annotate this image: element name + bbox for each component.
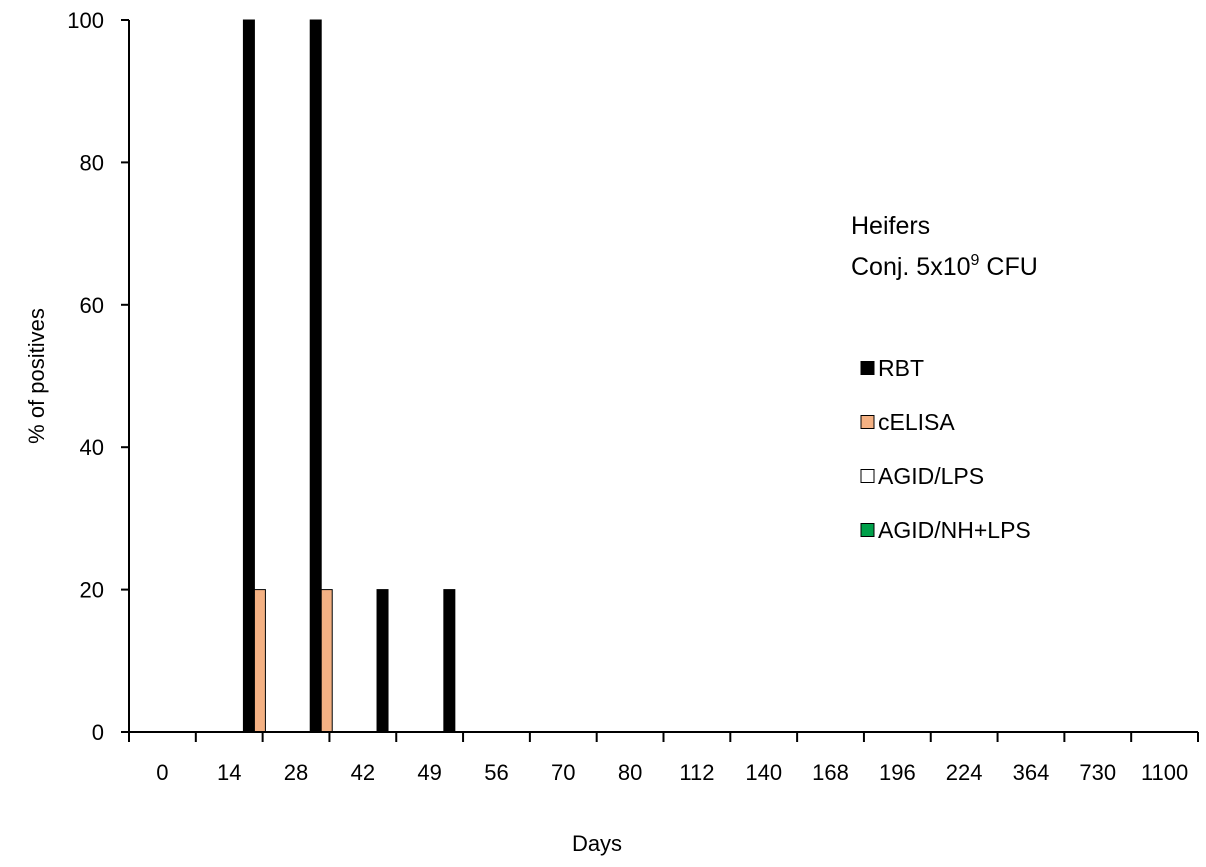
x-tick-label-70: 70 bbox=[551, 760, 575, 785]
legend: RBT cELISA AGID/LPS AGID/NH+LPS bbox=[860, 355, 1031, 543]
y-tick-label-60: 60 bbox=[80, 293, 104, 318]
x-tick-label-80: 80 bbox=[618, 760, 642, 785]
bar-rbt-28 bbox=[309, 19, 322, 733]
annotation-superscript: 9 bbox=[971, 252, 980, 269]
annotation-prefix: Conj. 5x10 bbox=[851, 253, 971, 281]
legend-swatch-agid-nh-lps bbox=[860, 523, 875, 537]
bars bbox=[242, 19, 456, 733]
annotation-line-1: Heifers bbox=[851, 212, 930, 240]
x-tick-label-56: 56 bbox=[484, 760, 508, 785]
x-tick-label-14: 14 bbox=[217, 760, 241, 785]
y-tick-label-100: 100 bbox=[67, 8, 104, 33]
bar-rbt-42 bbox=[376, 589, 389, 733]
x-tick-label-1100: 1100 bbox=[1141, 760, 1188, 785]
legend-swatch-agid-lps bbox=[860, 469, 875, 483]
legend-label-celisa: cELISA bbox=[878, 409, 955, 435]
annotation-line-2: Conj. 5x109 CFU bbox=[851, 252, 1038, 281]
bar-celisa-14 bbox=[253, 589, 266, 733]
x-tick-label-730: 730 bbox=[1079, 760, 1116, 785]
x-tick-label-140: 140 bbox=[745, 760, 782, 785]
y-tick-label-0: 0 bbox=[92, 720, 104, 745]
x-tick-label-168: 168 bbox=[812, 760, 849, 785]
x-tick-label-0: 0 bbox=[156, 760, 168, 785]
x-tick-label-112: 112 bbox=[679, 760, 714, 785]
x-axis-title: Days bbox=[572, 831, 622, 856]
legend-label-agid-nh-lps: AGID/NH+LPS bbox=[878, 517, 1031, 543]
x-tick-label-49: 49 bbox=[417, 760, 441, 785]
axes: 0 20 40 60 80 100 0 14 28 42 49 56 70 80 112 140 168 196 2… bbox=[67, 8, 1199, 785]
x-tick-label-364: 364 bbox=[1013, 760, 1050, 785]
legend-swatch-celisa bbox=[860, 415, 875, 429]
x-tick-label-28: 28 bbox=[284, 760, 308, 785]
legend-label-rbt: RBT bbox=[878, 355, 924, 381]
y-tick-label-20: 20 bbox=[80, 578, 104, 603]
bar-rbt-14 bbox=[242, 19, 255, 733]
bar-rbt-49 bbox=[443, 589, 456, 733]
x-tick-label-196: 196 bbox=[879, 760, 916, 785]
legend-swatch-rbt bbox=[860, 361, 875, 375]
x-tick-label-42: 42 bbox=[351, 760, 375, 785]
annotation-suffix: CFU bbox=[979, 253, 1037, 281]
y-tick-label-80: 80 bbox=[80, 150, 104, 175]
y-tick-label-40: 40 bbox=[80, 435, 104, 460]
x-tick-label-224: 224 bbox=[946, 760, 983, 785]
legend-label-agid-lps: AGID/LPS bbox=[878, 463, 984, 489]
bar-celisa-28 bbox=[320, 589, 333, 733]
y-axis-title: % of positives bbox=[24, 308, 49, 444]
